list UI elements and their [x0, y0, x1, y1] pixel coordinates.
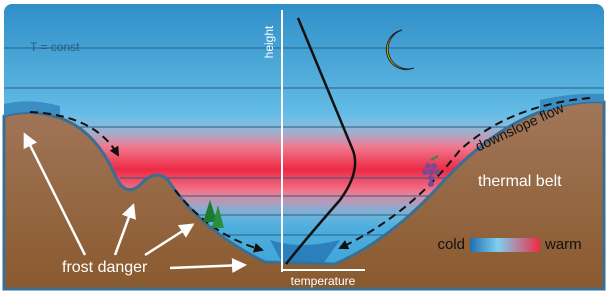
height-label: height [262, 25, 276, 58]
diagram: T = const height temperature downslope f… [0, 0, 608, 295]
frost-label: frost danger [62, 259, 148, 276]
legend-warm: warm [544, 236, 582, 253]
legend-cold: cold [437, 236, 465, 253]
temperature-label: temperature [291, 274, 356, 288]
thermal-belt-label: thermal belt [478, 173, 562, 190]
isotherm-label: T = const [30, 40, 80, 54]
legend-gradient [470, 238, 540, 252]
